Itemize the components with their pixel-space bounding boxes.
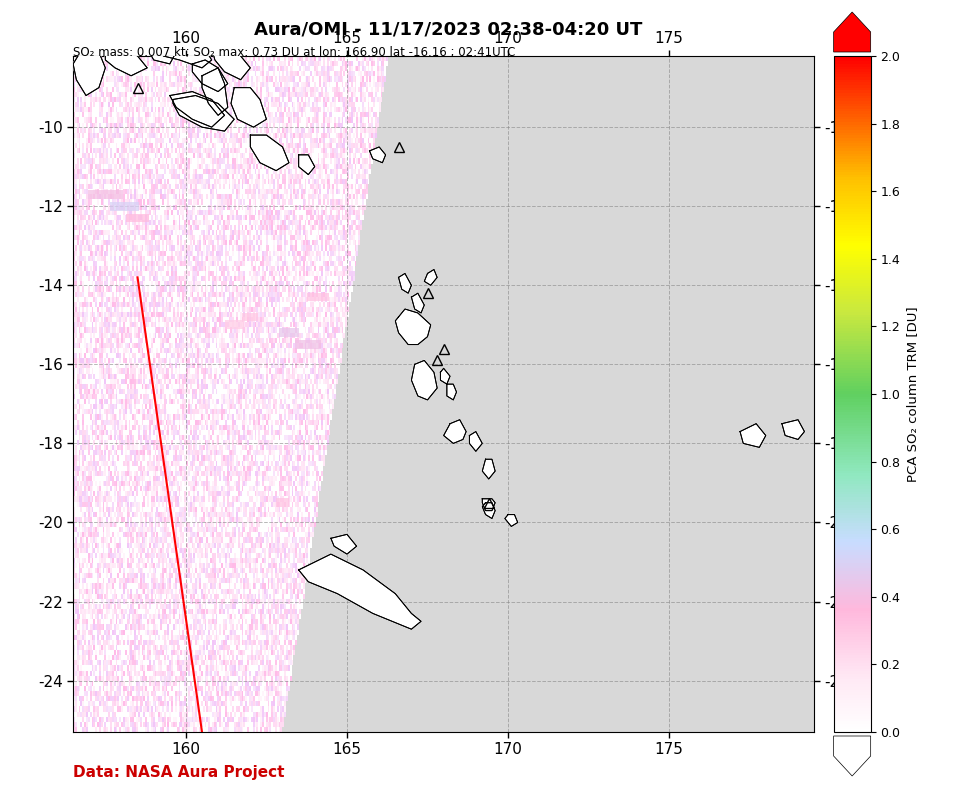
Polygon shape [173, 95, 234, 131]
Polygon shape [399, 274, 411, 293]
Polygon shape [147, 44, 176, 64]
Polygon shape [170, 91, 224, 127]
Polygon shape [192, 60, 228, 91]
Polygon shape [411, 293, 424, 313]
Polygon shape [105, 48, 147, 76]
Text: SO₂ mass: 0.007 kt; SO₂ max: 0.73 DU at lon: 166.90 lat -16.16 ; 02:41UTC: SO₂ mass: 0.007 kt; SO₂ max: 0.73 DU at … [73, 46, 516, 59]
Polygon shape [447, 384, 456, 400]
Polygon shape [122, 0, 160, 28]
Polygon shape [370, 147, 386, 162]
Polygon shape [441, 368, 450, 384]
Polygon shape [164, 40, 212, 68]
Polygon shape [212, 44, 251, 80]
Text: Data: NASA Aura Project: Data: NASA Aura Project [73, 765, 285, 780]
Polygon shape [192, 60, 228, 91]
Polygon shape [483, 502, 495, 518]
Bar [224, 321, 244, 329]
Polygon shape [231, 88, 266, 127]
Polygon shape [370, 147, 386, 162]
Polygon shape [399, 274, 411, 293]
Polygon shape [231, 88, 266, 127]
Bar [295, 340, 321, 349]
Polygon shape [424, 270, 437, 286]
Text: Aura/OMI - 11/17/2023 02:38-04:20 UT: Aura/OMI - 11/17/2023 02:38-04:20 UT [254, 20, 643, 38]
Polygon shape [505, 514, 518, 526]
Polygon shape [147, 44, 176, 64]
Polygon shape [298, 155, 315, 174]
Polygon shape [298, 155, 315, 174]
Polygon shape [444, 420, 466, 443]
Polygon shape [331, 534, 357, 554]
Bar [127, 214, 149, 222]
Polygon shape [170, 91, 224, 127]
Polygon shape [73, 48, 105, 95]
Polygon shape [395, 309, 431, 345]
Polygon shape [424, 270, 437, 286]
Polygon shape [469, 431, 483, 451]
Polygon shape [444, 420, 466, 443]
Polygon shape [740, 424, 765, 447]
Polygon shape [202, 68, 228, 115]
Bar [276, 498, 289, 507]
Polygon shape [441, 368, 450, 384]
Polygon shape [73, 48, 105, 95]
Bar [279, 328, 298, 337]
Polygon shape [411, 293, 424, 313]
Polygon shape [395, 309, 431, 345]
Polygon shape [469, 431, 483, 451]
Polygon shape [202, 68, 228, 115]
Polygon shape [105, 48, 147, 76]
Polygon shape [447, 384, 456, 400]
Polygon shape [505, 514, 518, 526]
Polygon shape [298, 554, 421, 630]
Polygon shape [782, 420, 804, 439]
Polygon shape [740, 424, 765, 447]
Polygon shape [173, 95, 234, 131]
Y-axis label: PCA SO₂ column TRM [DU]: PCA SO₂ column TRM [DU] [906, 306, 919, 482]
Polygon shape [483, 459, 495, 479]
Polygon shape [483, 502, 495, 518]
Polygon shape [122, 0, 160, 28]
Polygon shape [251, 135, 289, 170]
Polygon shape [782, 420, 804, 439]
Bar [307, 293, 330, 302]
Polygon shape [164, 40, 212, 68]
Polygon shape [411, 360, 437, 400]
Polygon shape [298, 554, 421, 630]
Polygon shape [483, 498, 495, 510]
Bar [242, 313, 258, 322]
Polygon shape [251, 135, 289, 170]
Polygon shape [483, 498, 495, 510]
Polygon shape [411, 360, 437, 400]
Bar [88, 190, 123, 198]
Polygon shape [212, 44, 251, 80]
Polygon shape [331, 534, 357, 554]
Bar [110, 202, 139, 210]
Polygon shape [483, 459, 495, 479]
